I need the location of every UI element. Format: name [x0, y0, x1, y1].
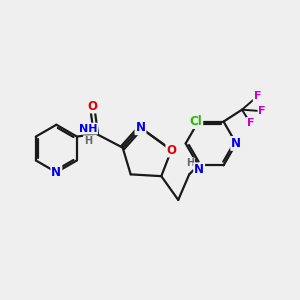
Text: O: O: [167, 143, 176, 157]
Text: H: H: [84, 136, 92, 146]
Text: F: F: [254, 91, 261, 101]
Text: Cl: Cl: [190, 115, 202, 128]
Text: N: N: [51, 166, 62, 179]
Text: F: F: [259, 106, 266, 116]
Text: N: N: [136, 121, 146, 134]
Text: NH: NH: [79, 124, 97, 134]
Text: F: F: [247, 118, 254, 128]
Text: H: H: [186, 158, 194, 168]
Text: N: N: [194, 164, 204, 176]
Text: N: N: [231, 137, 241, 150]
Text: O: O: [87, 100, 97, 112]
